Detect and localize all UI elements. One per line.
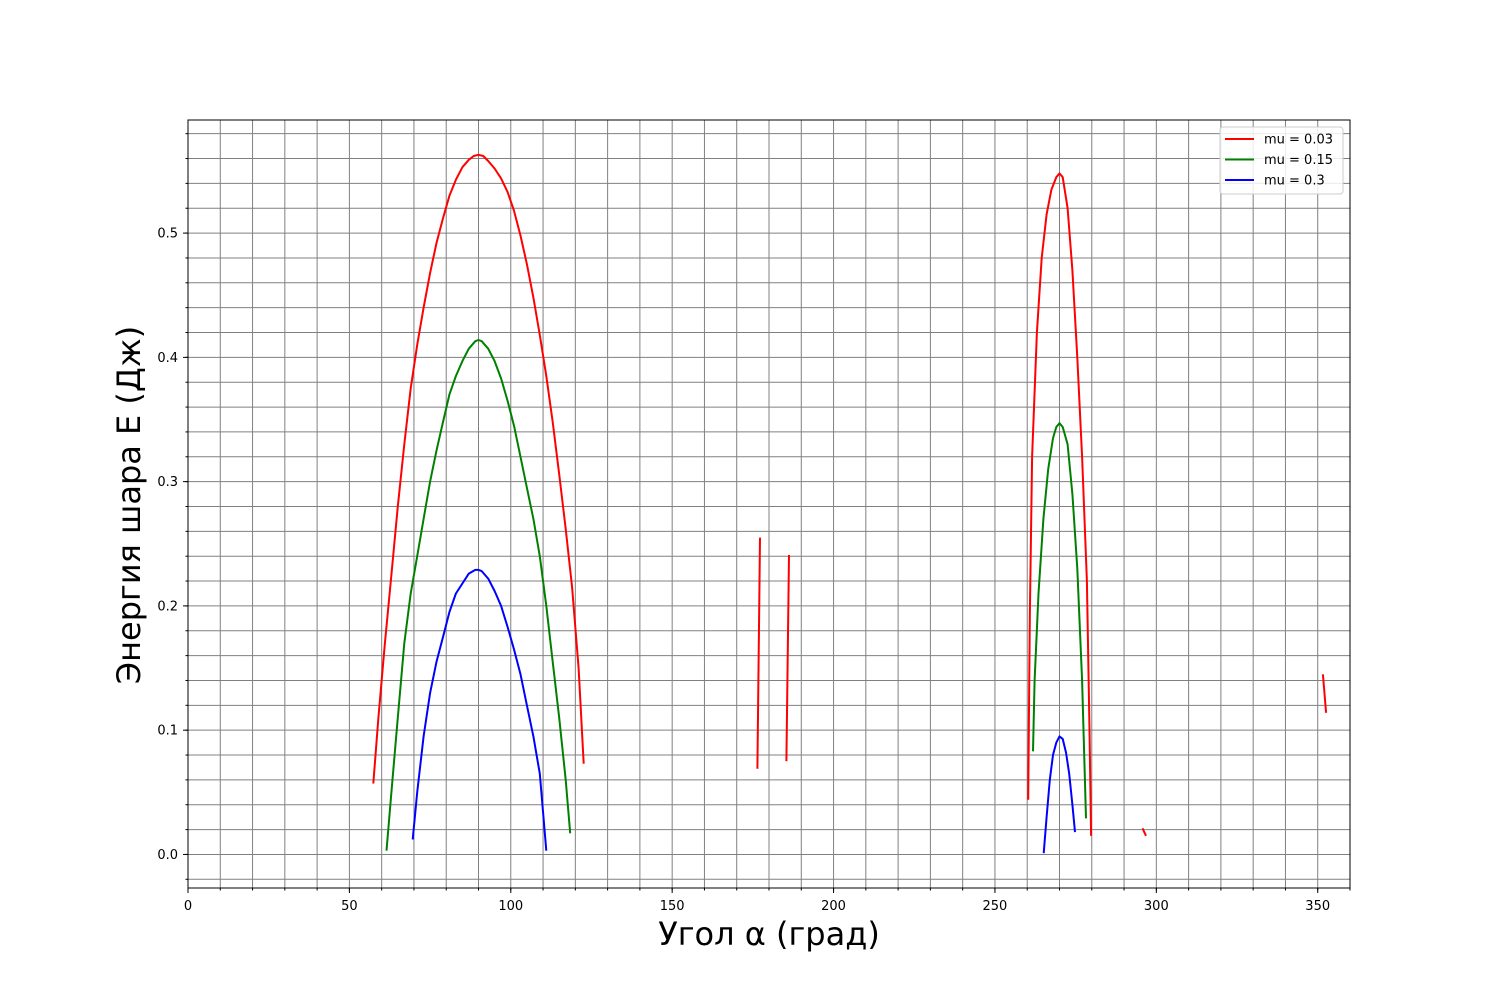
- legend-entry: mu = 0.15: [1264, 153, 1333, 168]
- series-mu-0-3: [411, 568, 1076, 854]
- series-line: [1027, 172, 1093, 836]
- y-tick-label: 0.5: [157, 227, 178, 242]
- x-tick-label: 200: [821, 899, 846, 914]
- series-line: [385, 339, 572, 851]
- x-tick-label: 150: [660, 899, 685, 914]
- series-line: [411, 568, 548, 851]
- y-tick-label: 0.4: [157, 351, 178, 366]
- series-line: [1321, 674, 1328, 713]
- legend-entry: mu = 0.03: [1264, 133, 1333, 148]
- x-tick-label: 250: [983, 899, 1008, 914]
- y-tick-label: 0.0: [157, 848, 178, 863]
- series-mu-0-03: [372, 153, 1328, 837]
- y-axis-label: Энергия шара E (Дж): [110, 326, 148, 684]
- x-axis-label: Угол α (град): [658, 915, 880, 953]
- series-line: [372, 153, 585, 784]
- legend: mu = 0.03 mu = 0.15 mu = 0.3: [1219, 126, 1344, 195]
- series-line: [756, 537, 761, 769]
- x-tick-label: 300: [1144, 899, 1169, 914]
- x-tick-label: 100: [498, 899, 523, 914]
- series-line: [1042, 735, 1076, 854]
- x-tick-label: 0: [184, 899, 192, 914]
- x-tick-label: 350: [1305, 899, 1330, 914]
- grid-lines: [187, 120, 1351, 888]
- x-tick-label: 50: [341, 899, 358, 914]
- tick-marks: [183, 133, 1351, 893]
- plot-area: 0 50 100 150 200 250 300 350 0.0 0.1 0.2 0.3 0.4 0.5 m…: [157, 119, 1351, 914]
- series-line: [785, 554, 790, 762]
- y-tick-label: 0.1: [157, 724, 178, 739]
- legend-entry: mu = 0.3: [1264, 174, 1325, 189]
- series-line: [1141, 827, 1147, 837]
- y-tick-label: 0.3: [157, 475, 178, 490]
- series-line: [1032, 422, 1087, 819]
- y-tick-label: 0.2: [157, 599, 178, 614]
- series-mu-0-15: [385, 339, 1087, 851]
- legend-box: [1219, 126, 1344, 195]
